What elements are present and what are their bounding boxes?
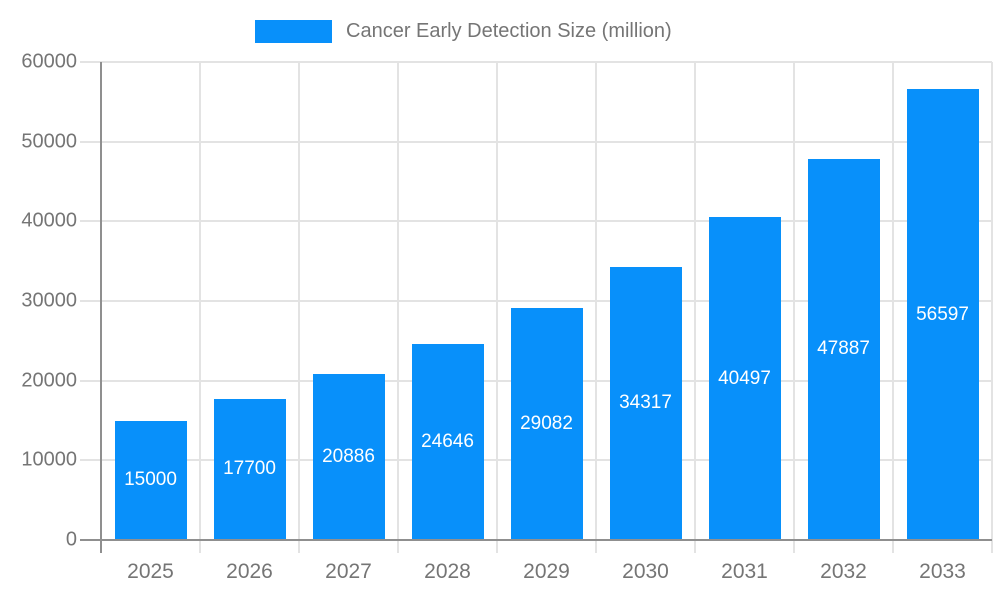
bar-value-label: 24646	[421, 430, 474, 452]
v-gridline	[397, 62, 399, 553]
h-gridline	[101, 140, 992, 143]
x-axis-label: 2033	[919, 560, 966, 583]
y-axis-tick	[80, 459, 101, 462]
x-axis-label: 2028	[424, 560, 471, 583]
bar-value-label: 20886	[322, 445, 375, 467]
v-gridline	[496, 62, 498, 553]
bar-value-label: 15000	[124, 469, 177, 491]
legend-item[interactable]: Cancer Early Detection Size (million)	[255, 20, 672, 43]
y-axis-label: 40000	[21, 209, 77, 232]
y-axis-label: 50000	[21, 130, 77, 153]
bar[interactable]: 24646	[411, 343, 484, 540]
y-axis-line	[100, 62, 102, 553]
y-axis-tick	[80, 61, 101, 63]
bar-value-label: 29082	[520, 413, 573, 435]
bar[interactable]: 47887	[807, 158, 880, 540]
bar[interactable]: 17700	[213, 398, 286, 540]
bar-value-label: 47887	[817, 338, 870, 360]
h-gridline	[101, 220, 992, 223]
bar-value-label: 40497	[718, 367, 771, 389]
v-gridline	[694, 62, 696, 553]
v-gridline	[793, 62, 795, 553]
bar-value-label: 17700	[223, 458, 276, 480]
v-gridline	[892, 62, 894, 553]
y-axis-tick	[80, 220, 101, 223]
y-axis-label: 20000	[21, 369, 77, 392]
x-axis-label: 2032	[820, 560, 867, 583]
v-gridline	[595, 62, 597, 553]
x-axis-label: 2026	[226, 560, 273, 583]
h-gridline	[101, 300, 992, 302]
v-gridline	[199, 62, 201, 553]
y-axis-label: 10000	[21, 448, 77, 471]
bar-value-label: 56597	[916, 303, 969, 325]
y-axis-label: 60000	[21, 50, 77, 73]
h-gridline	[101, 61, 992, 63]
bar[interactable]: 29082	[510, 308, 583, 540]
bar[interactable]: 20886	[312, 373, 385, 540]
bar[interactable]: 34317	[609, 266, 682, 540]
x-axis-baseline	[80, 539, 992, 541]
y-axis-tick	[80, 140, 101, 143]
bar[interactable]: 40497	[708, 217, 781, 540]
bar[interactable]: 15000	[114, 420, 187, 540]
legend-label: Cancer Early Detection Size (million)	[346, 20, 672, 42]
bar[interactable]: 56597	[906, 89, 979, 540]
y-axis-tick	[80, 379, 101, 382]
x-axis-label: 2030	[622, 560, 669, 583]
y-axis-tick	[80, 300, 101, 302]
x-axis-label: 2027	[325, 560, 372, 583]
x-axis-label: 2031	[721, 560, 768, 583]
legend-swatch-icon	[255, 20, 332, 43]
v-gridline	[298, 62, 300, 553]
x-axis-label: 2029	[523, 560, 570, 583]
y-axis-label: 0	[65, 528, 77, 551]
v-gridline	[991, 62, 993, 553]
x-axis-label: 2025	[127, 560, 174, 583]
y-axis-label: 30000	[21, 289, 77, 312]
bar-value-label: 34317	[619, 392, 672, 414]
